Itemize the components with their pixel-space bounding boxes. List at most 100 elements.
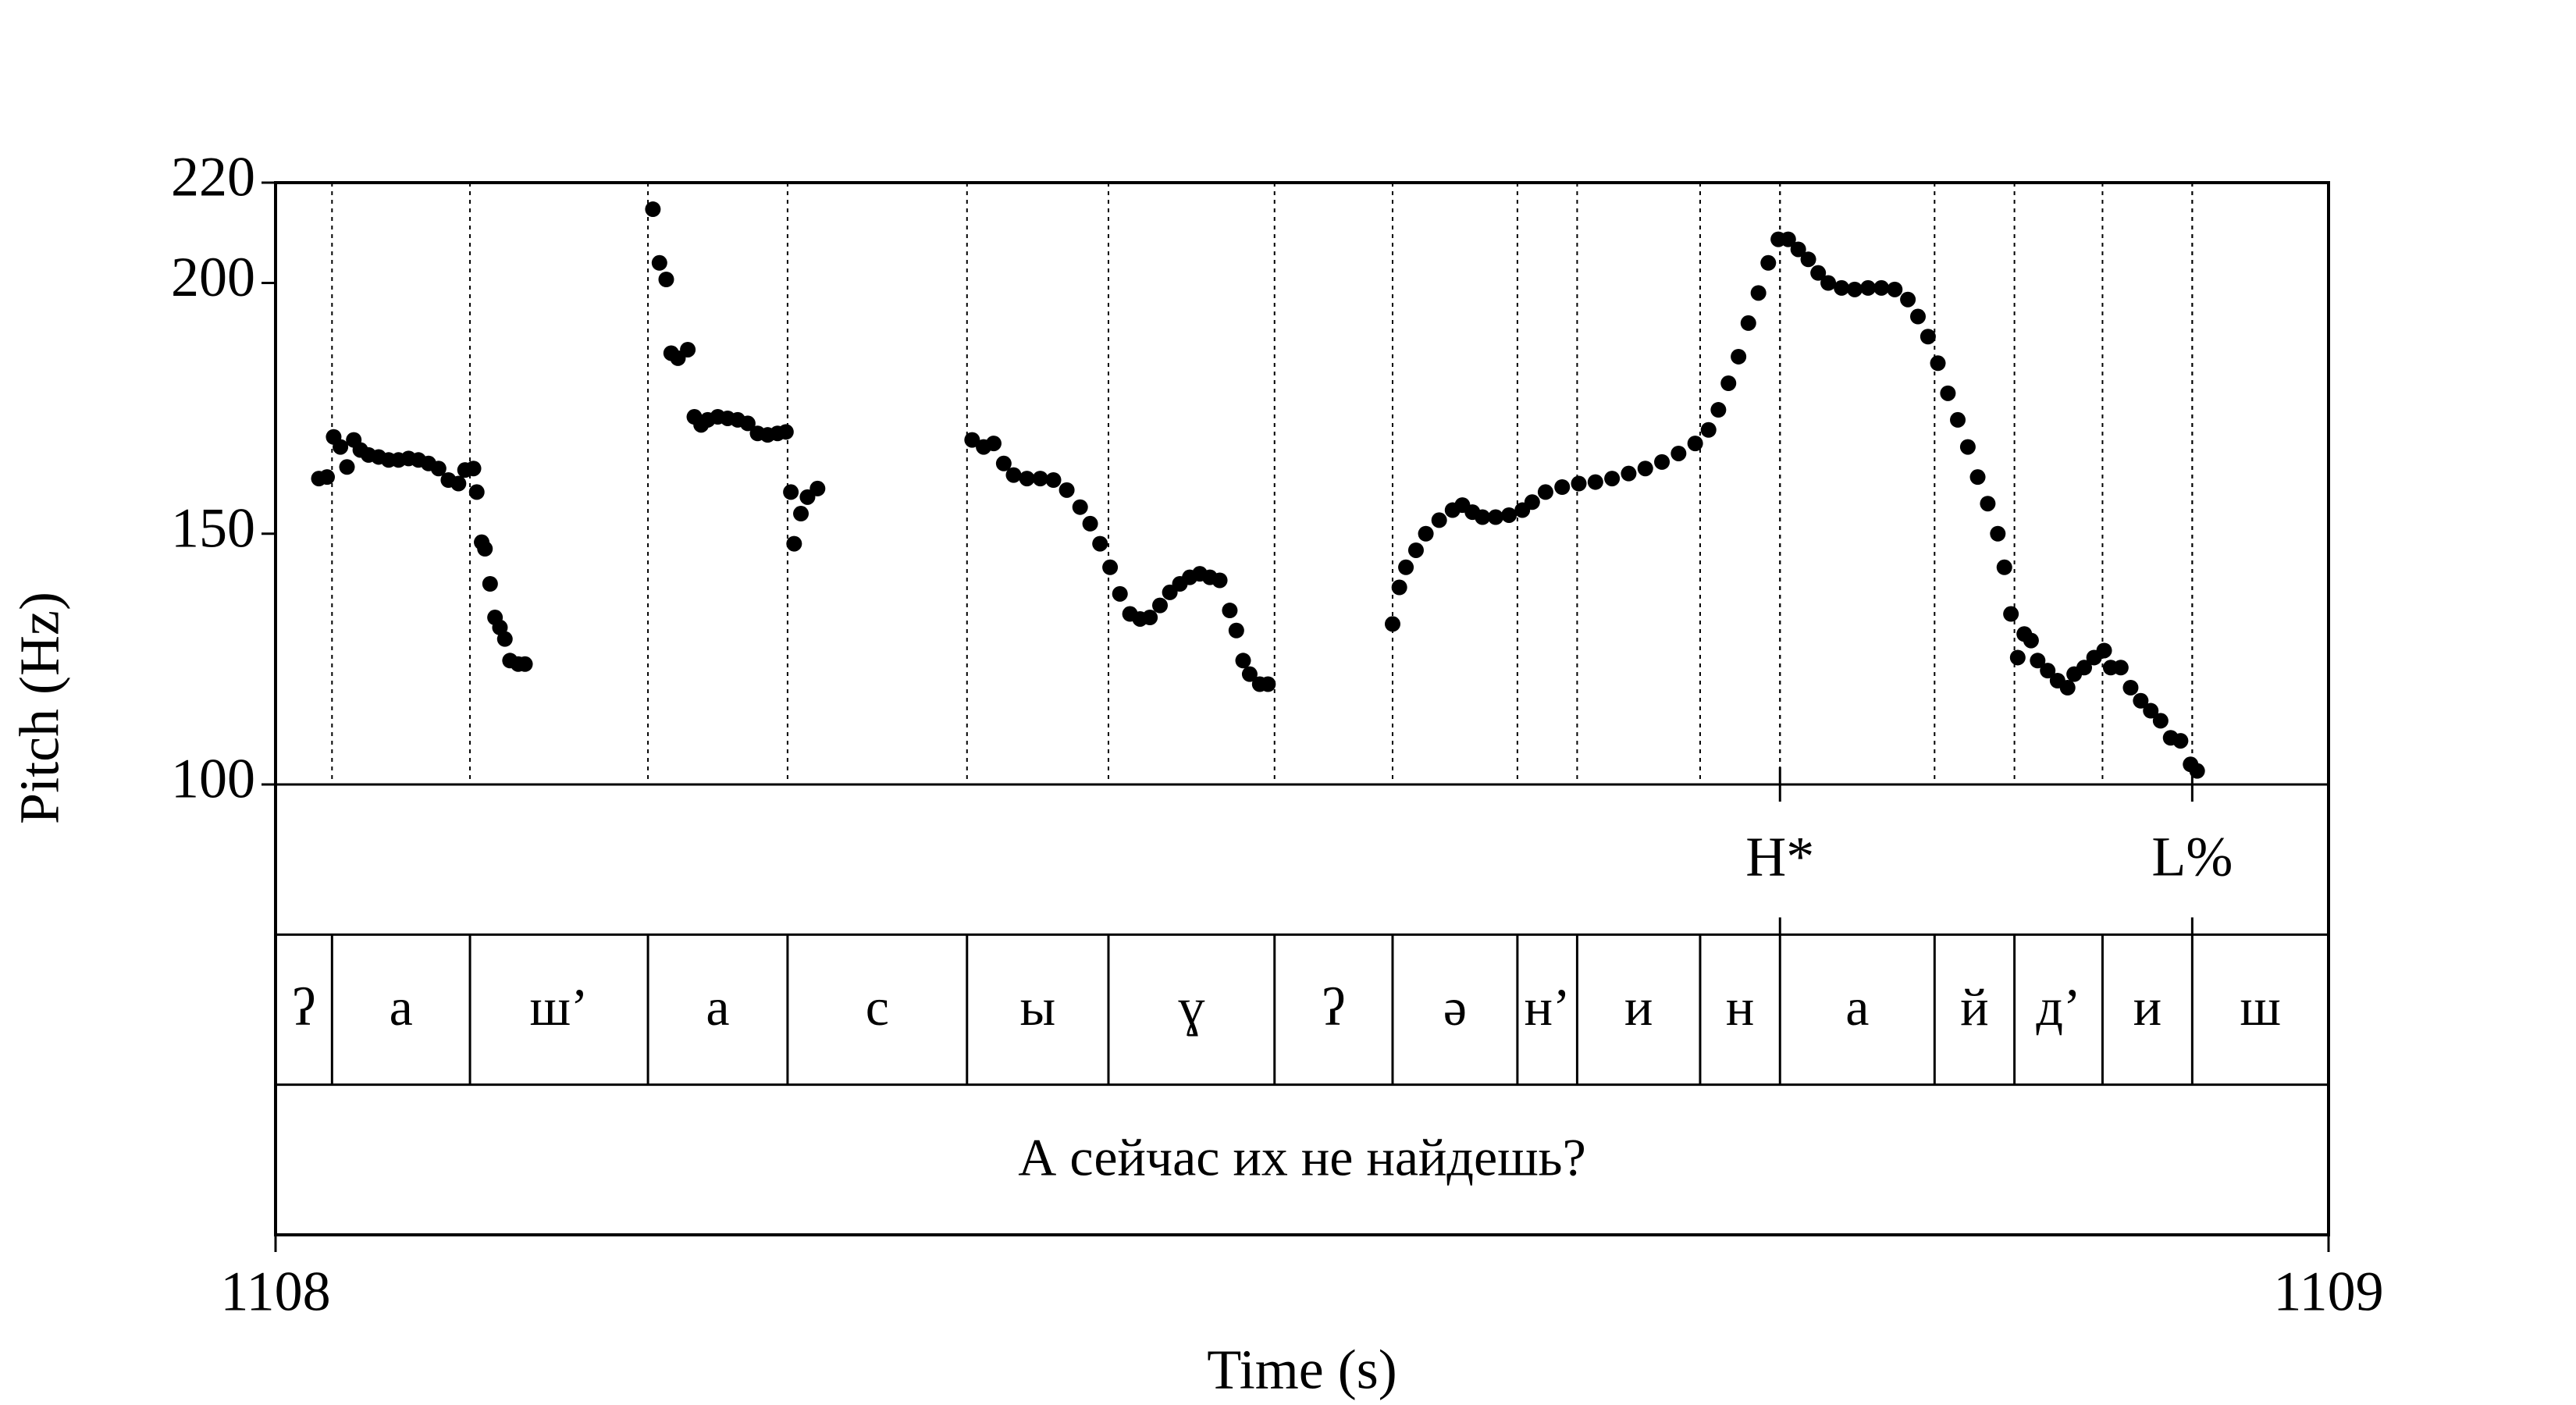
- pitch-point: [1072, 499, 1088, 515]
- pitch-point: [2009, 649, 2026, 666]
- pitch-point: [1235, 653, 1251, 669]
- pitch-point: [1501, 507, 1517, 523]
- pitch-point: [1720, 375, 1737, 391]
- pitch-point: [1860, 279, 1877, 296]
- pitch-point: [1800, 251, 1816, 268]
- pitch-point: [1996, 559, 2012, 575]
- pitch-point: [1740, 315, 1756, 331]
- pitch-point: [319, 469, 336, 486]
- pitch-point: [1654, 454, 1670, 470]
- x-axis-title: Time (s): [1207, 1339, 1397, 1401]
- pitch-point: [1820, 275, 1837, 291]
- pitch-point: [450, 475, 467, 492]
- pitch-point: [1687, 436, 1703, 452]
- interval-label: а: [706, 977, 729, 1037]
- pitch-point: [339, 459, 355, 475]
- pitch-point: [1750, 285, 1767, 301]
- pitch-point: [1212, 572, 1228, 589]
- pitch-point: [1710, 402, 1727, 418]
- y-tick-label: 200: [171, 246, 255, 308]
- interval-label: д’: [2036, 977, 2080, 1037]
- pitch-point: [1241, 666, 1258, 682]
- interval-label: ш: [2240, 977, 2280, 1037]
- plot-frame: [274, 181, 2330, 1236]
- x-tick-label: 1108: [220, 1261, 330, 1323]
- pitch-point: [2003, 606, 2019, 622]
- pitch-point: [2133, 692, 2149, 709]
- pitch-point: [1112, 585, 1128, 602]
- pitch-point: [1142, 610, 1158, 626]
- pitch-point: [468, 484, 485, 500]
- interval-label: с: [866, 977, 889, 1037]
- interval-label: н’: [1525, 977, 1571, 1037]
- pitch-point: [2076, 660, 2093, 676]
- pitch-point: [2023, 632, 2039, 649]
- y-tick-label: 220: [171, 146, 255, 208]
- pitch-point: [1391, 579, 1407, 596]
- pitch-point: [1228, 622, 1244, 638]
- pitch-point: [1604, 471, 1621, 487]
- pitch-point: [658, 272, 674, 288]
- x-tick-label: 1109: [2273, 1261, 2383, 1323]
- interval-label: ʔ: [1322, 977, 1345, 1037]
- pitch-point: [482, 576, 498, 592]
- pitch-point: [1790, 241, 1806, 258]
- interval-label: н: [1726, 977, 1754, 1037]
- pitch-point: [1005, 467, 1022, 483]
- pitch-point: [1019, 471, 1035, 487]
- pitch-point: [1092, 535, 1108, 552]
- pitch-point: [1407, 542, 1424, 558]
- pitch-point: [793, 506, 809, 522]
- pitch-point: [1032, 471, 1048, 487]
- interval-label: а: [1845, 977, 1869, 1037]
- pitch-point: [517, 656, 533, 672]
- pitch-point: [1887, 281, 1903, 297]
- pitch-point: [1780, 231, 1796, 247]
- point-label: H*: [1745, 826, 1814, 888]
- interval-label: ш’: [530, 977, 589, 1037]
- pitch-point: [1637, 461, 1653, 477]
- pitch-point: [1731, 348, 1747, 365]
- pitch-point: [777, 424, 794, 440]
- pitch-point: [1222, 603, 1238, 619]
- pitch-point: [1959, 439, 1976, 455]
- pitch-point: [1045, 472, 1062, 489]
- interval-label: ʔ: [292, 977, 315, 1037]
- pitch-point: [1475, 509, 1491, 525]
- pitch-point: [1571, 475, 1587, 492]
- pitch-point: [2189, 763, 2205, 779]
- pitch-point: [1418, 525, 1434, 542]
- pitch-point: [1990, 525, 2006, 542]
- pitch-point: [1834, 279, 1850, 296]
- pitch-point: [465, 461, 482, 477]
- pitch-point: [1670, 445, 1687, 461]
- pitch-point: [1760, 254, 1777, 271]
- pitch-point: [2172, 733, 2189, 749]
- interval-label: и: [1624, 977, 1653, 1037]
- pitch-point: [2112, 660, 2129, 676]
- pitch-point: [1537, 484, 1553, 500]
- pitch-point: [1082, 515, 1098, 532]
- pitch-point: [1900, 291, 1916, 308]
- pitch-point: [1980, 496, 1996, 512]
- pitch-point: [1431, 512, 1447, 528]
- pitch-point: [1488, 509, 1504, 525]
- pitch-point: [2059, 679, 2076, 695]
- pitch-point: [2122, 679, 2139, 695]
- pitch-point: [1260, 676, 1276, 692]
- pitch-point: [1102, 559, 1119, 575]
- pitch-point: [680, 341, 696, 357]
- pitch-point: [809, 480, 826, 496]
- interval-label: А сейчас их не найдешь?: [1018, 1127, 1586, 1186]
- y-tick-label: 100: [171, 748, 255, 810]
- pitch-point: [995, 455, 1012, 471]
- pitch-point: [2040, 663, 2056, 679]
- pitch-point: [1384, 616, 1400, 632]
- pitch-point: [1920, 329, 1936, 345]
- pitch-point: [333, 439, 349, 455]
- pitch-point: [1059, 482, 1075, 498]
- pitch-point: [2030, 653, 2046, 669]
- pitch-point: [1587, 474, 1603, 490]
- interval-label: а: [390, 977, 413, 1037]
